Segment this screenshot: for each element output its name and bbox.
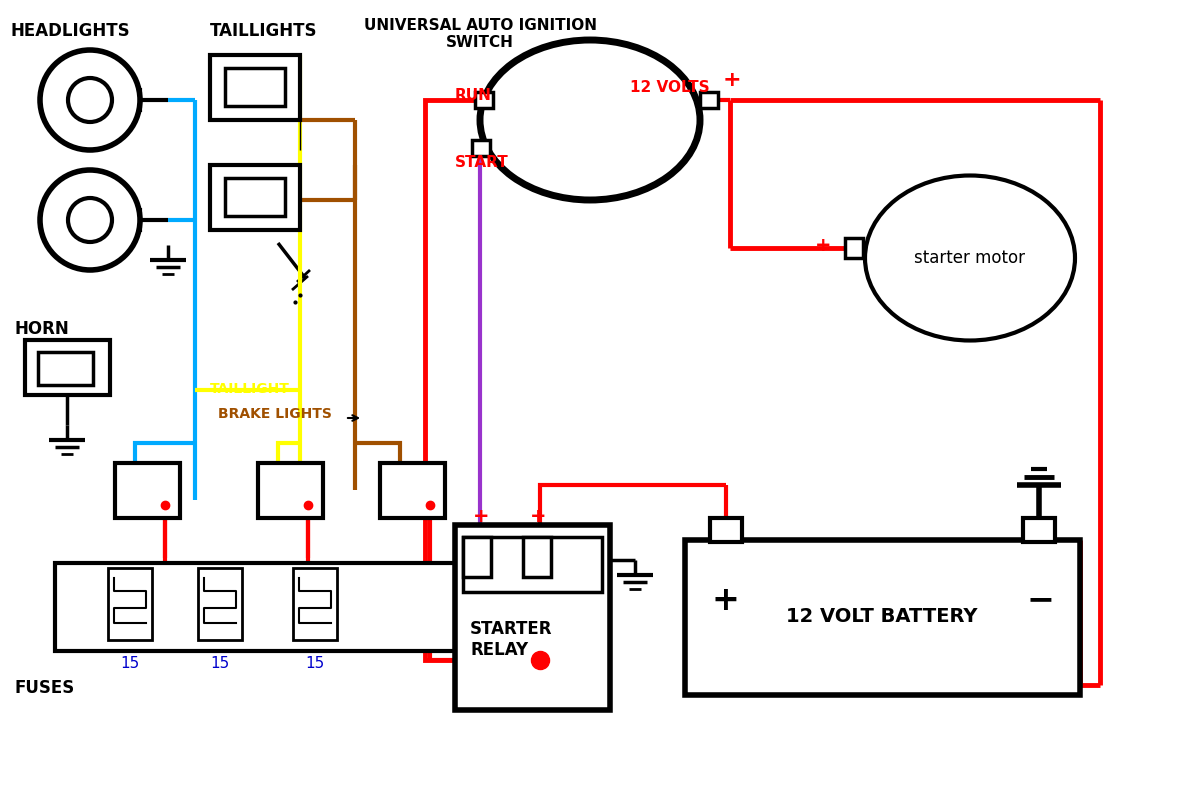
Bar	[198, 568, 242, 640]
Bar	[108, 568, 152, 640]
Text: starter motor: starter motor	[914, 249, 1025, 267]
Text: 15: 15	[305, 656, 324, 671]
Circle shape	[40, 50, 140, 150]
Bar	[700, 92, 718, 108]
Text: +: +	[712, 583, 739, 616]
Text: −: −	[1027, 583, 1054, 616]
Circle shape	[67, 198, 112, 242]
Text: TAILLIGHT: TAILLIGHT	[210, 382, 290, 396]
Text: +: +	[472, 507, 489, 526]
Ellipse shape	[866, 175, 1075, 341]
Ellipse shape	[480, 40, 700, 200]
Bar	[686, 540, 1080, 695]
Text: START: START	[455, 155, 509, 170]
Text: 12 VOLTS: 12 VOLTS	[630, 80, 709, 95]
Bar	[380, 463, 445, 518]
Bar	[455, 525, 610, 710]
Bar	[845, 238, 863, 258]
Bar	[292, 568, 337, 640]
Text: +: +	[723, 70, 741, 90]
Bar	[54, 563, 485, 651]
Text: RUN: RUN	[455, 88, 491, 103]
Text: 15: 15	[121, 656, 140, 671]
Bar	[463, 537, 601, 592]
Bar	[523, 537, 551, 577]
Text: +: +	[815, 236, 831, 255]
Text: BRAKE LIGHTS: BRAKE LIGHTS	[218, 407, 332, 421]
Bar	[225, 68, 285, 106]
Bar	[210, 55, 300, 120]
Bar	[1023, 518, 1055, 542]
Circle shape	[40, 170, 140, 270]
Circle shape	[67, 78, 112, 122]
Text: TAILLIGHTS: TAILLIGHTS	[210, 22, 317, 40]
Text: 12 VOLT BATTERY: 12 VOLT BATTERY	[786, 607, 978, 626]
Bar	[25, 340, 110, 395]
Bar	[710, 518, 742, 542]
Bar	[210, 165, 300, 230]
Text: +: +	[530, 507, 547, 526]
Text: HORN: HORN	[15, 320, 70, 338]
Bar	[225, 178, 285, 216]
Text: HEADLIGHTS: HEADLIGHTS	[9, 22, 129, 40]
Text: STARTER
RELAY: STARTER RELAY	[470, 620, 553, 659]
Bar	[475, 92, 493, 108]
Bar	[115, 463, 180, 518]
Text: UNIVERSAL AUTO IGNITION
SWITCH: UNIVERSAL AUTO IGNITION SWITCH	[363, 18, 597, 50]
Text: 15: 15	[211, 656, 230, 671]
Bar	[472, 140, 490, 156]
Bar	[38, 352, 94, 385]
Bar	[258, 463, 323, 518]
Bar	[463, 537, 491, 577]
Text: FUSES: FUSES	[15, 679, 76, 697]
